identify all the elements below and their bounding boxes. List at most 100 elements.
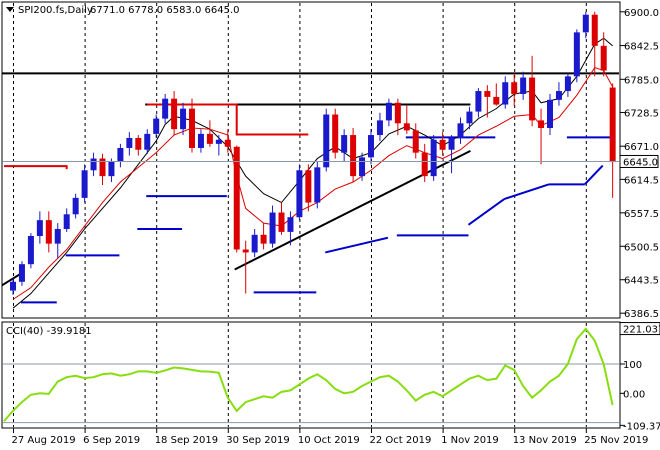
candle-down [233, 146, 240, 250]
candle-up [564, 76, 571, 92]
chart-header-ohlc: 6771.0 6778.0 6583.0 6645.0 [90, 5, 240, 16]
candle-up [54, 228, 61, 244]
chart-header-symbol: SPI200.fs,Daily [18, 5, 93, 16]
candle-up [162, 98, 169, 119]
y-tick-label: 6900.0 [624, 8, 659, 19]
cci-grid [3, 323, 619, 427]
candle-up [430, 139, 437, 177]
candle-down [394, 102, 401, 124]
candle-down [591, 14, 598, 46]
cci-pane-border [1, 321, 621, 429]
candle-up [555, 91, 562, 100]
band-lower-segment [325, 236, 389, 254]
candle-down [242, 249, 249, 253]
candle-down [439, 139, 446, 150]
candle-down [189, 108, 195, 148]
cci-tick-label: 0.00 [623, 389, 645, 400]
candle-up [376, 120, 383, 136]
x-tick-label: 10 Oct 2019 [298, 435, 360, 446]
candle-up [36, 220, 43, 237]
y-tick-label: 6386.5 [624, 309, 659, 320]
x-tick-label: 6 Sep 2019 [83, 435, 140, 446]
candle-up [117, 147, 124, 162]
candle-up [466, 111, 473, 124]
current-price-label: 6645.0 [623, 157, 658, 168]
candle-up [63, 214, 70, 229]
candle-down [600, 45, 607, 71]
candle-up [368, 135, 374, 158]
band-lower-segment [467, 198, 505, 226]
candle-up [475, 91, 482, 112]
candle-up [251, 234, 258, 253]
candle-down [529, 77, 536, 121]
candle-up [81, 170, 88, 198]
candle-up [582, 14, 589, 33]
y-tick-label: 6614.5 [624, 175, 659, 186]
candle-down [412, 130, 419, 153]
cci-axis: 221.0377 100 0.00 -109.376 [619, 322, 660, 432]
candle-up [359, 157, 366, 177]
candle-up [573, 32, 580, 77]
candle-down [260, 234, 267, 244]
candle-up [269, 212, 276, 244]
candle-up [385, 102, 392, 121]
y-tick-label: 6500.5 [624, 242, 659, 253]
x-tick-label: 18 Sep 2019 [155, 435, 218, 446]
candle-down [538, 120, 545, 129]
candle-up [126, 137, 133, 148]
candle-down [278, 212, 285, 232]
candle-down [609, 87, 616, 162]
candle-up [108, 161, 115, 177]
x-tick-label: 30 Sep 2019 [226, 435, 289, 446]
candle-down [421, 152, 428, 177]
x-tick-label: 22 Oct 2019 [370, 435, 432, 446]
candle-up [287, 217, 294, 232]
candle-up [341, 135, 348, 153]
candle-up [323, 114, 330, 168]
band-lower-segment [503, 183, 550, 200]
price-axis: 6900.0 6842.5 6785.0 6728.5 6671.0 6614.5 6557… [619, 8, 659, 320]
y-tick-label: 6842.5 [624, 42, 659, 53]
candle-up [18, 264, 25, 282]
x-tick-label: 1 Nov 2019 [441, 435, 499, 446]
candle-up [215, 139, 222, 144]
candle-up [197, 133, 204, 148]
x-tick-label: 27 Aug 2019 [12, 435, 76, 446]
candle-down [99, 158, 106, 177]
candle-down [206, 133, 213, 144]
cci-tick-label: 221.0377 [623, 325, 660, 336]
collapse-triangle-icon[interactable] [6, 7, 14, 12]
y-tick-label: 6728.5 [624, 108, 659, 119]
cci-line [3, 327, 614, 422]
x-tick-label: 13 Nov 2019 [513, 435, 577, 446]
candle-up [502, 82, 509, 105]
y-tick-label: 6785.0 [624, 75, 659, 86]
candle-down [511, 82, 518, 94]
candle-up [72, 197, 79, 215]
cci-title: CCI(40) -39.9181 [6, 326, 92, 337]
candle-down [403, 123, 410, 131]
time-axis: 27 Aug 2019 6 Sep 2019 18 Sep 2019 30 Sep 2… [12, 428, 648, 446]
candle-up [153, 118, 160, 134]
candle-up [144, 133, 151, 150]
y-tick-label: 6443.5 [624, 276, 659, 287]
candle-down [484, 91, 491, 97]
candle-up [457, 123, 464, 138]
band-lower-segment [584, 164, 604, 186]
current-price-box [619, 154, 659, 168]
candle-up [314, 167, 321, 203]
candle-up [547, 99, 553, 129]
candle-up [90, 158, 97, 171]
y-tick-label: 6557.5 [624, 209, 659, 220]
candle-down [224, 139, 231, 147]
candle-up [27, 236, 34, 265]
candle-down [45, 220, 52, 244]
candle-down [332, 114, 339, 153]
candle-down [171, 98, 178, 130]
upper-step-line [4, 165, 68, 170]
candle-down [350, 135, 357, 177]
candle-down [493, 96, 500, 105]
candle-down [305, 170, 312, 203]
